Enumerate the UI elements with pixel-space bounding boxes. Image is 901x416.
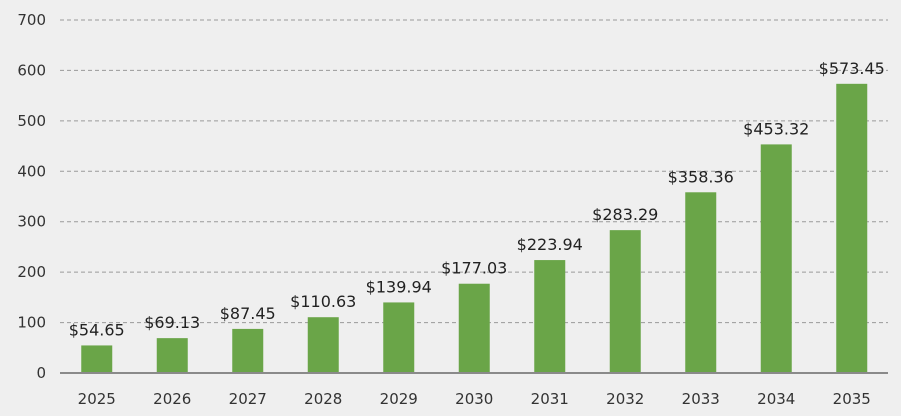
x-tick-label-2031: 2031 (531, 390, 569, 408)
y-tick-label: 500 (17, 112, 46, 130)
x-tick-label-2032: 2032 (606, 390, 644, 408)
bar-2026 (156, 338, 188, 373)
data-label-2027: $87.45 (220, 304, 276, 323)
bar-2033 (685, 192, 717, 373)
data-label-2030: $177.03 (441, 259, 507, 278)
data-label-2034: $453.32 (743, 119, 809, 138)
data-label-2029: $139.94 (366, 277, 432, 296)
x-tick-label-2027: 2027 (229, 390, 267, 408)
data-label-2035: $573.45 (819, 59, 885, 78)
bar-2032 (609, 230, 641, 373)
y-tick-label: 0 (36, 364, 46, 382)
grid-lines (60, 19, 888, 324)
bar-2034 (760, 144, 792, 373)
x-tick-label-2026: 2026 (153, 390, 191, 408)
y-tick-label: 200 (17, 263, 46, 281)
data-label-2028: $110.63 (290, 292, 356, 311)
bar-2029 (383, 302, 415, 373)
bar-2028 (307, 317, 339, 373)
data-labels: $54.65 $69.13 $87.45 $110.63 $139.94 $177.03 $… (69, 59, 885, 340)
y-tick-label: 600 (17, 61, 46, 79)
x-tick-label-2029: 2029 (380, 390, 418, 408)
y-tick-label: 100 (17, 314, 46, 332)
x-axis-ticks: 2025 2026 2027 2028 2029 2030 2031 2032 2033 2034… (78, 390, 871, 408)
y-tick-label: 700 (17, 11, 46, 29)
data-label-2033: $358.36 (668, 167, 734, 186)
x-tick-label-2028: 2028 (304, 390, 342, 408)
bar-2035 (836, 83, 868, 374)
y-tick-label: 300 (17, 213, 46, 231)
x-tick-label-2034: 2034 (757, 390, 795, 408)
bar-2030 (458, 283, 490, 373)
y-axis-ticks: 0 100 200 300 400 500 600 700 (17, 11, 46, 382)
x-tick-label-2035: 2035 (833, 390, 871, 408)
x-tick-label-2033: 2033 (682, 390, 720, 408)
bars (81, 83, 868, 374)
data-label-2026: $69.13 (144, 313, 200, 332)
y-tick-label: 400 (17, 162, 46, 180)
x-tick-label-2030: 2030 (455, 390, 493, 408)
bar-2027 (232, 328, 264, 373)
data-label-2032: $283.29 (592, 205, 658, 224)
bar-2031 (534, 260, 566, 373)
x-tick-label-2025: 2025 (78, 390, 116, 408)
data-label-2031: $223.94 (517, 235, 583, 254)
bar-2025 (81, 345, 113, 373)
data-label-2025: $54.65 (69, 320, 125, 339)
